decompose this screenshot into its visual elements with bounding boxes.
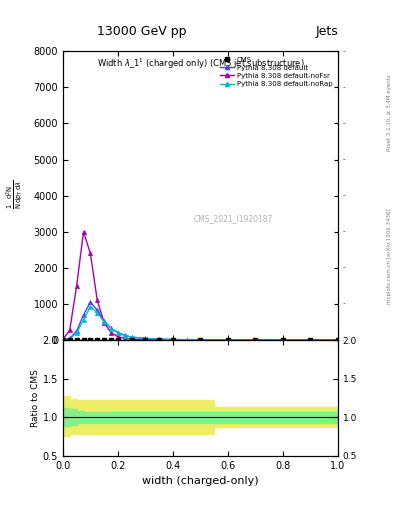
Pythia 8.308 default-noRap	[281, 337, 285, 343]
CMS	[226, 337, 230, 343]
CMS	[74, 337, 79, 343]
Pythia 8.308 default-noRap	[74, 330, 79, 336]
Pythia 8.308 default	[184, 337, 189, 343]
Pythia 8.308 default-noRap	[123, 332, 127, 338]
Pythia 8.308 default-noRap	[198, 337, 203, 343]
Pythia 8.308 default-noFsr	[88, 250, 93, 257]
CMS	[281, 337, 285, 343]
Pythia 8.308 default	[171, 336, 175, 343]
CMS	[108, 337, 114, 343]
Line: CMS: CMS	[61, 338, 340, 342]
Pythia 8.308 default	[61, 337, 65, 343]
Text: mcplots.cern.ch [arXiv:1306.3436]: mcplots.cern.ch [arXiv:1306.3436]	[387, 208, 391, 304]
Line: Pythia 8.308 default-noRap: Pythia 8.308 default-noRap	[61, 305, 340, 342]
Pythia 8.308 default-noRap	[184, 337, 189, 343]
Pythia 8.308 default	[253, 337, 258, 343]
Line: Pythia 8.308 default: Pythia 8.308 default	[61, 300, 340, 342]
Pythia 8.308 default	[68, 335, 72, 342]
Pythia 8.308 default-noFsr	[157, 337, 162, 343]
Text: 13000 GeV pp: 13000 GeV pp	[97, 26, 186, 38]
Pythia 8.308 default	[95, 307, 100, 313]
Pythia 8.308 default-noRap	[308, 337, 313, 343]
CMS	[129, 337, 134, 343]
Pythia 8.308 default-noRap	[68, 335, 72, 342]
Text: Rivet 3.1.10, ≥ 3.4M events: Rivet 3.1.10, ≥ 3.4M events	[387, 74, 391, 151]
Pythia 8.308 default-noRap	[102, 318, 107, 325]
Pythia 8.308 default-noFsr	[61, 336, 65, 343]
Pythia 8.308 default-noFsr	[281, 337, 285, 343]
Pythia 8.308 default-noFsr	[81, 229, 86, 235]
Pythia 8.308 default-noFsr	[253, 337, 258, 343]
Pythia 8.308 default-noFsr	[184, 337, 189, 343]
Pythia 8.308 default	[81, 312, 86, 318]
Pythia 8.308 default-noRap	[226, 337, 230, 343]
Pythia 8.308 default	[226, 337, 230, 343]
Pythia 8.308 default-noFsr	[74, 283, 79, 289]
Pythia 8.308 default	[281, 337, 285, 343]
Pythia 8.308 default-noRap	[157, 336, 162, 342]
CMS	[171, 337, 175, 343]
Pythia 8.308 default-noFsr	[308, 337, 313, 343]
CMS	[198, 337, 203, 343]
Legend: CMS, Pythia 8.308 default, Pythia 8.308 default-noFsr, Pythia 8.308 default-noRa: CMS, Pythia 8.308 default, Pythia 8.308 …	[218, 55, 334, 89]
Pythia 8.308 default	[143, 335, 148, 342]
Pythia 8.308 default-noFsr	[226, 337, 230, 343]
CMS	[102, 337, 107, 343]
Text: Jets: Jets	[315, 26, 338, 38]
Pythia 8.308 default	[157, 336, 162, 342]
X-axis label: width (charged-only): width (charged-only)	[142, 476, 259, 486]
Pythia 8.308 default-noFsr	[102, 319, 107, 326]
Pythia 8.308 default	[308, 337, 313, 343]
Pythia 8.308 default	[129, 334, 134, 340]
Pythia 8.308 default-noFsr	[171, 337, 175, 343]
Pythia 8.308 default	[88, 299, 93, 305]
Line: Pythia 8.308 default-noFsr: Pythia 8.308 default-noFsr	[61, 230, 340, 342]
Pythia 8.308 default-noRap	[95, 310, 100, 316]
Pythia 8.308 default-noRap	[61, 337, 65, 343]
CMS	[61, 337, 65, 343]
Pythia 8.308 default-noFsr	[336, 337, 340, 343]
CMS	[308, 337, 313, 343]
Pythia 8.308 default-noRap	[143, 335, 148, 342]
Pythia 8.308 default-noRap	[253, 337, 258, 343]
Text: Width $\lambda\_1^1$ (charged only) (CMS jet substructure): Width $\lambda\_1^1$ (charged only) (CMS…	[97, 57, 304, 71]
Pythia 8.308 default-noFsr	[143, 336, 148, 343]
Pythia 8.308 default	[336, 337, 340, 343]
Pythia 8.308 default	[108, 325, 114, 331]
Pythia 8.308 default	[116, 329, 120, 335]
CMS	[81, 337, 86, 343]
Pythia 8.308 default-noRap	[88, 304, 93, 310]
Pythia 8.308 default-noRap	[108, 326, 114, 332]
CMS	[336, 337, 340, 343]
Pythia 8.308 default-noFsr	[68, 327, 72, 333]
CMS	[95, 337, 100, 343]
Pythia 8.308 default-noFsr	[198, 337, 203, 343]
Pythia 8.308 default-noRap	[336, 337, 340, 343]
CMS	[253, 337, 258, 343]
Pythia 8.308 default-noFsr	[108, 329, 114, 335]
Pythia 8.308 default	[102, 318, 107, 324]
CMS	[116, 337, 120, 343]
Pythia 8.308 default-noFsr	[95, 297, 100, 304]
CMS	[88, 337, 93, 343]
Pythia 8.308 default	[198, 337, 203, 343]
Pythia 8.308 default	[74, 328, 79, 334]
Pythia 8.308 default-noFsr	[123, 335, 127, 342]
Pythia 8.308 default-noRap	[129, 334, 134, 340]
Text: CMS_2021_I1920187: CMS_2021_I1920187	[194, 214, 273, 223]
Pythia 8.308 default-noRap	[171, 336, 175, 343]
Pythia 8.308 default-noFsr	[129, 336, 134, 343]
Pythia 8.308 default-noFsr	[116, 334, 120, 340]
Y-axis label: Ratio to CMS: Ratio to CMS	[31, 369, 40, 427]
CMS	[68, 337, 72, 343]
CMS	[157, 337, 162, 343]
Pythia 8.308 default-noRap	[116, 330, 120, 336]
CMS	[143, 337, 148, 343]
Pythia 8.308 default	[123, 332, 127, 338]
Text: $\frac{1}{\mathrm{N}}\frac{\mathrm{d}^2\mathrm{N}}{\mathrm{d}p_T\,\mathrm{d}\lam: $\frac{1}{\mathrm{N}}\frac{\mathrm{d}^2\…	[4, 180, 25, 209]
Pythia 8.308 default-noRap	[81, 317, 86, 323]
